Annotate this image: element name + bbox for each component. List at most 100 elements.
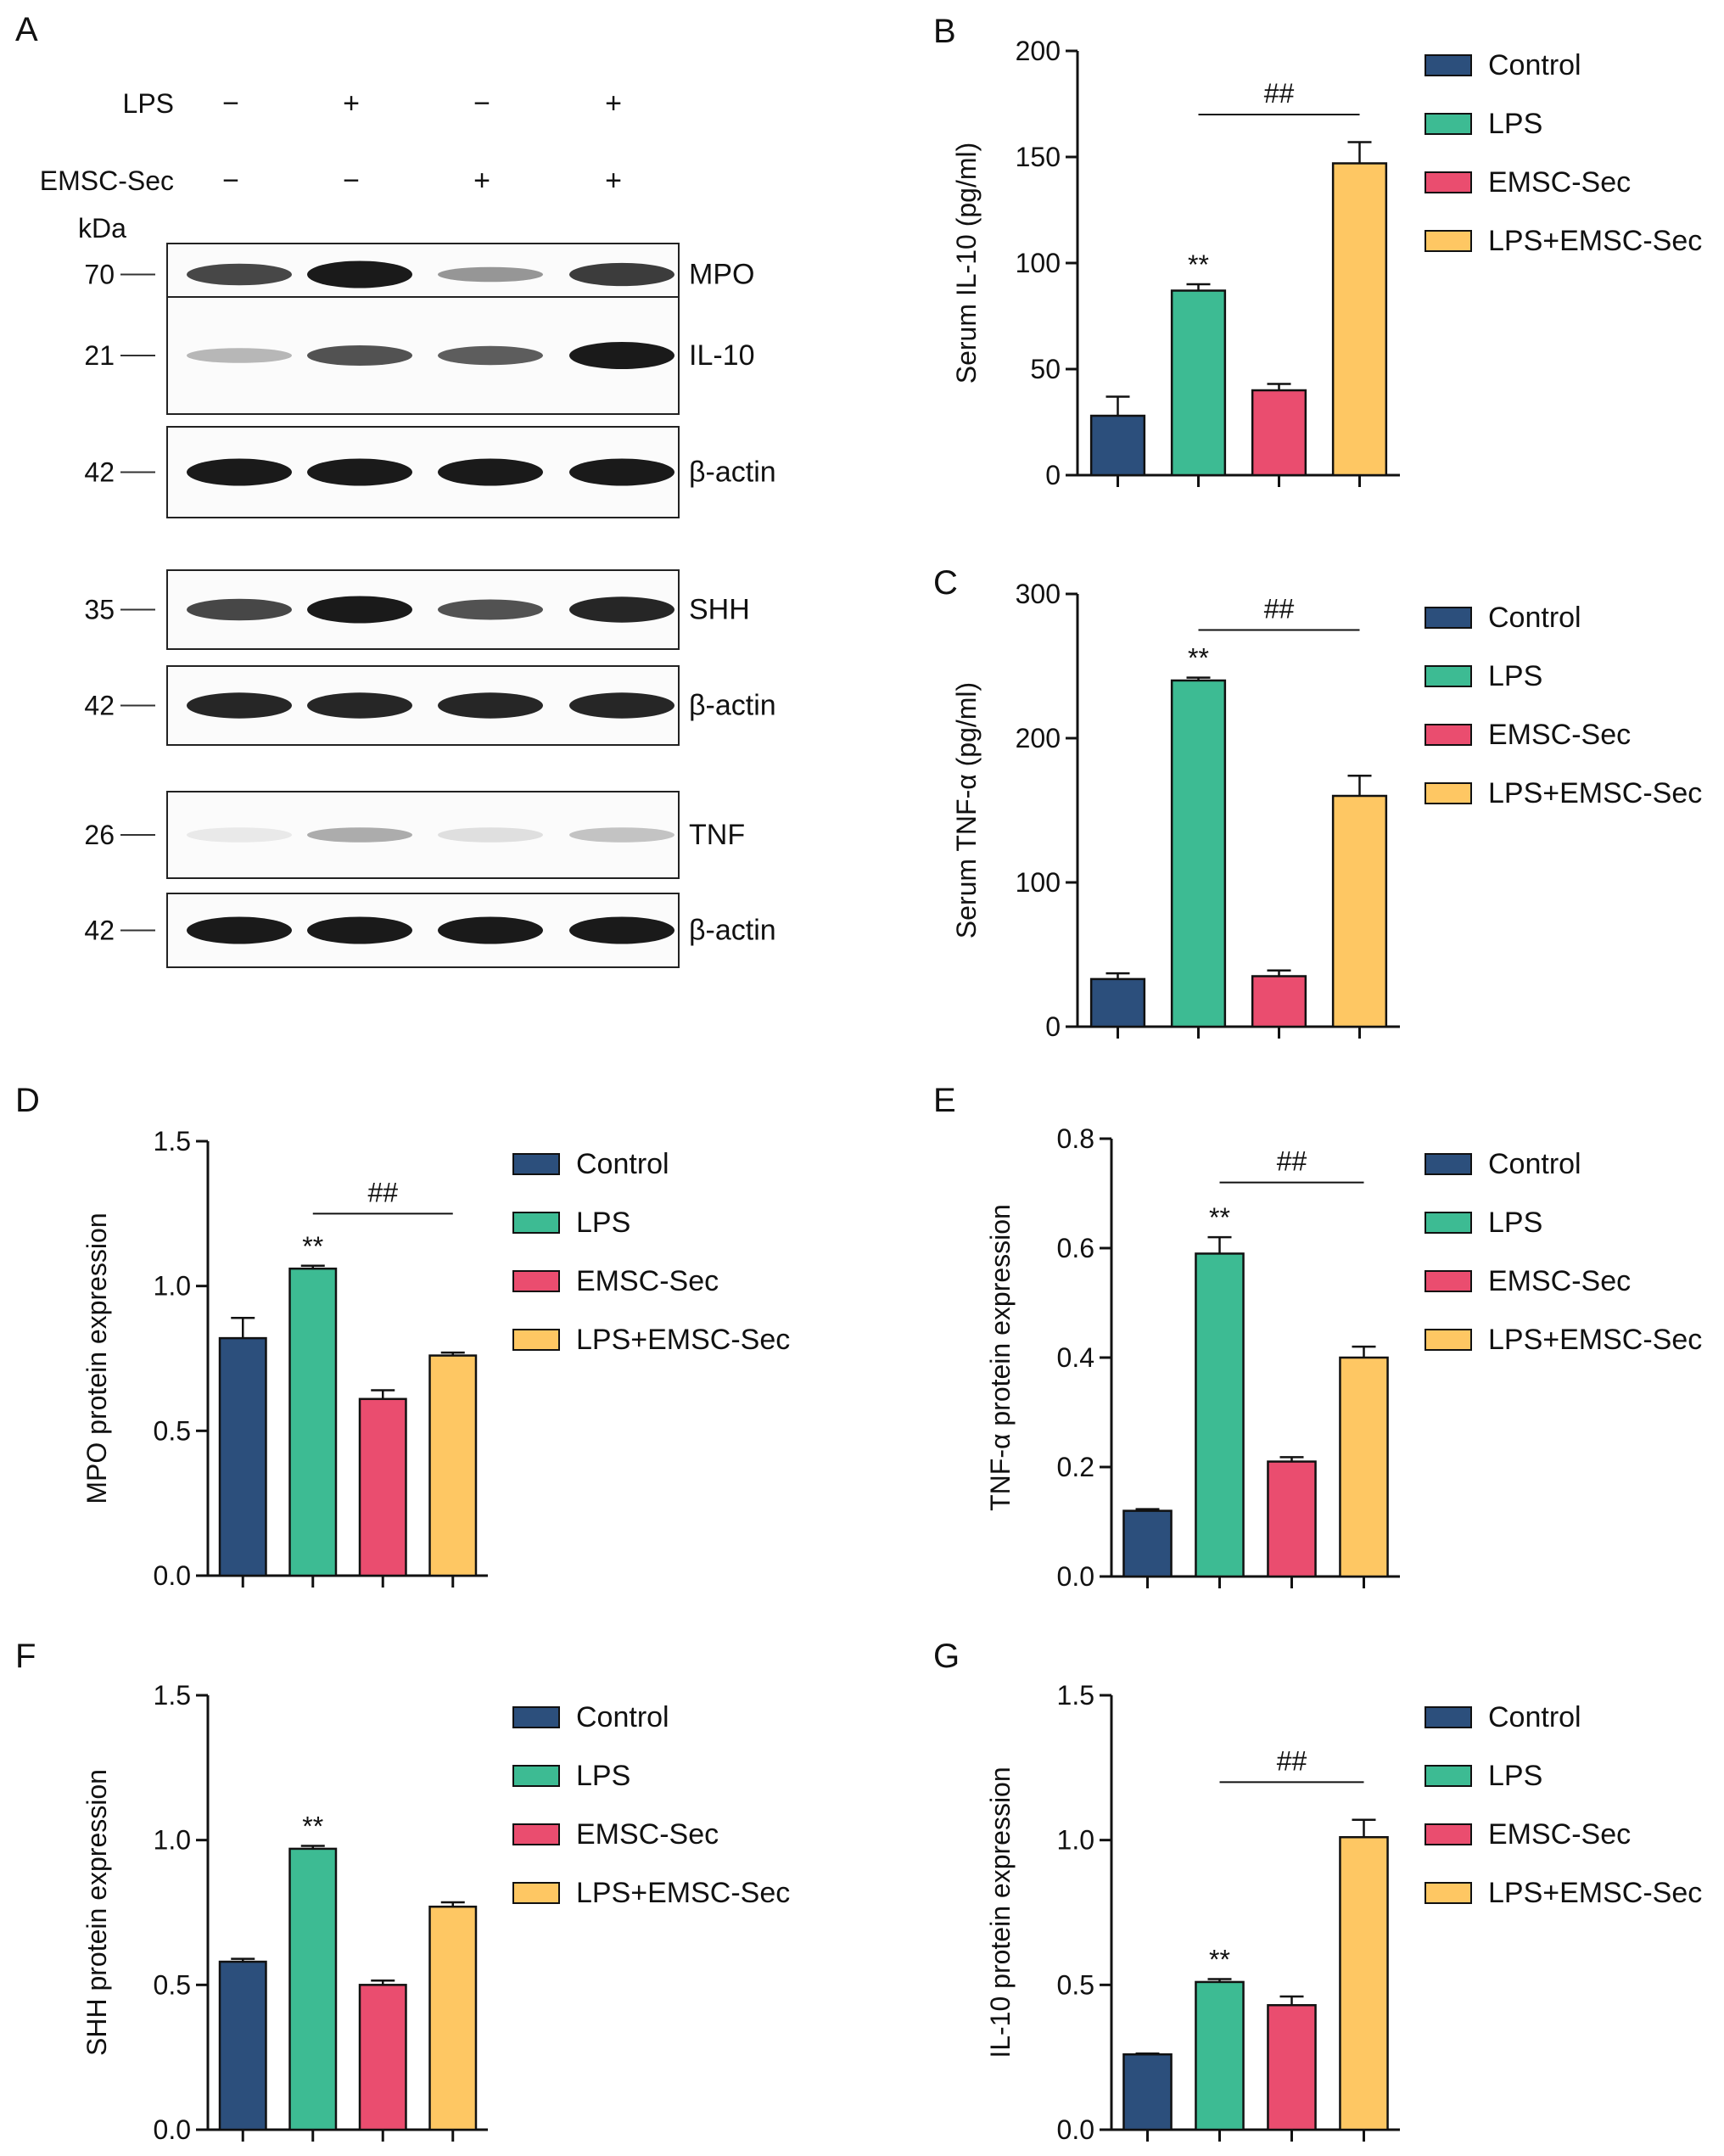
bar-control: [1089, 414, 1146, 477]
legend-entry: LPS+EMSC-Sec: [1488, 777, 1702, 809]
blot-frame: [166, 791, 680, 879]
blot-label: β-actin: [689, 915, 776, 947]
legend: Control LPS EMSC-Sec LPS+EMSC-Sec: [1425, 1701, 1702, 1909]
blot-band: [307, 458, 412, 486]
kda-marker: 26: [84, 820, 115, 850]
blot-band: [569, 342, 674, 369]
blot-band: [569, 458, 674, 486]
chart-C: C 0 100 200 300 Serum TNF-α (pg/ml) ** ## Contro…: [933, 564, 1702, 1042]
y-tick-label: 200: [1016, 36, 1061, 66]
lps-sign: +: [605, 87, 622, 120]
legend-swatch: [1425, 1212, 1472, 1234]
bar-control: [1089, 977, 1146, 1028]
significance-mark: **: [302, 1231, 323, 1262]
significance-mark: **: [1188, 249, 1209, 280]
blot-band: [438, 599, 543, 620]
legend-swatch: [1425, 1270, 1472, 1292]
blot-band: [187, 458, 292, 486]
y-tick-label: 0.0: [1057, 1561, 1094, 1592]
bar-lps+emsc-sec: [428, 1905, 478, 2131]
panel-letter-A: A: [15, 11, 38, 48]
bar-emsc-sec: [1251, 389, 1307, 477]
emsc-sign: +: [605, 165, 622, 197]
legend-swatch: [1425, 54, 1472, 76]
y-tick-label: 0.0: [154, 1560, 191, 1591]
y-tick-label: 300: [1016, 579, 1061, 609]
legend-swatch: [1425, 1882, 1472, 1904]
blot-band: [438, 345, 543, 366]
panel-letter-G: G: [933, 1638, 960, 1675]
blot-1: MPO 70: [84, 243, 754, 306]
legend: Control LPS EMSC-Sec LPS+EMSC-Sec: [1425, 602, 1702, 809]
kda-marker: 21: [84, 340, 115, 371]
emsc-sign: −: [343, 165, 360, 197]
y-tick-label: 0.5: [154, 1969, 191, 2000]
significance-mark: **: [1188, 643, 1209, 674]
legend-entry: LPS: [1488, 108, 1542, 140]
y-tick-label: 50: [1030, 354, 1061, 384]
blot-band: [187, 692, 292, 719]
blot-band: [187, 348, 292, 363]
bar-control: [1122, 1509, 1173, 1578]
legend-swatch: [1425, 230, 1472, 252]
y-tick-label: 1.0: [154, 1271, 191, 1302]
legend-swatch: [1425, 1329, 1472, 1351]
legend-entry: LPS: [576, 1760, 630, 1792]
bar-lps: [288, 1267, 338, 1577]
legend: Control LPS EMSC-Sec LPS+EMSC-Sec: [1425, 49, 1702, 257]
legend-swatch: [1425, 1706, 1472, 1728]
legend-entry: LPS: [1488, 660, 1542, 692]
blot-band: [438, 827, 543, 843]
blot-band: [438, 916, 543, 944]
legend-entry: EMSC-Sec: [1488, 1265, 1631, 1297]
blot-band: [187, 827, 292, 843]
emsc-row-label: EMSC-Sec: [40, 165, 174, 196]
bar-emsc-sec: [358, 1397, 407, 1577]
bracket-label: ##: [1264, 78, 1295, 109]
lps-row-label: LPS: [123, 88, 174, 119]
legend-entry: LPS+EMSC-Sec: [1488, 1324, 1702, 1356]
blot-label: MPO: [689, 259, 754, 291]
y-axis-label: IL-10 protein expression: [985, 1767, 1016, 2058]
legend-entry: LPS+EMSC-Sec: [1488, 225, 1702, 257]
blot-band: [307, 260, 412, 288]
legend-swatch: [1425, 1765, 1472, 1787]
blot-label: β-actin: [689, 456, 776, 489]
legend-entry: EMSC-Sec: [1488, 166, 1631, 199]
bracket-label: ##: [1277, 1745, 1307, 1776]
lps-sign: −: [222, 87, 239, 120]
y-tick-label: 150: [1016, 142, 1061, 172]
bracket-label: ##: [367, 1177, 398, 1207]
legend-swatch: [512, 1882, 560, 1904]
bar-lps: [1170, 289, 1227, 477]
legend-entry: Control: [1488, 1148, 1581, 1180]
bar-lps: [1195, 1252, 1245, 1578]
emsc-sign: +: [473, 165, 490, 197]
legend-swatch: [1425, 607, 1472, 629]
legend-swatch: [512, 1329, 560, 1351]
legend-swatch: [512, 1212, 560, 1234]
blot-label: TNF: [689, 819, 745, 851]
lps-sign: +: [343, 87, 360, 120]
blot-band: [187, 598, 292, 621]
kda-label: kDa: [78, 213, 126, 244]
kda-marker: 70: [84, 260, 115, 290]
blot-2: IL-10 21: [84, 296, 755, 415]
bar-control: [218, 1960, 267, 2131]
y-tick-label: 1.0: [154, 1825, 191, 1856]
blot-band: [569, 692, 674, 719]
blot-band: [307, 916, 412, 944]
legend-entry: Control: [576, 1148, 669, 1180]
lps-sign: −: [473, 87, 490, 120]
legend-swatch: [1425, 1823, 1472, 1845]
y-tick-label: 1.5: [154, 1126, 191, 1156]
legend: Control LPS EMSC-Sec LPS+EMSC-Sec: [1425, 1148, 1702, 1356]
y-tick-label: 0.4: [1057, 1342, 1094, 1373]
y-tick-label: 0.8: [1057, 1123, 1094, 1154]
blot-band: [187, 263, 292, 286]
significance-mark: **: [1209, 1945, 1230, 1975]
chart-G: G 0.0 0.5 1.0 1.5 IL-10 protein expression ** #…: [933, 1638, 1702, 2145]
bar-lps: [1170, 679, 1227, 1028]
legend-swatch: [512, 1270, 560, 1292]
y-tick-label: 0.5: [1057, 1969, 1094, 2000]
